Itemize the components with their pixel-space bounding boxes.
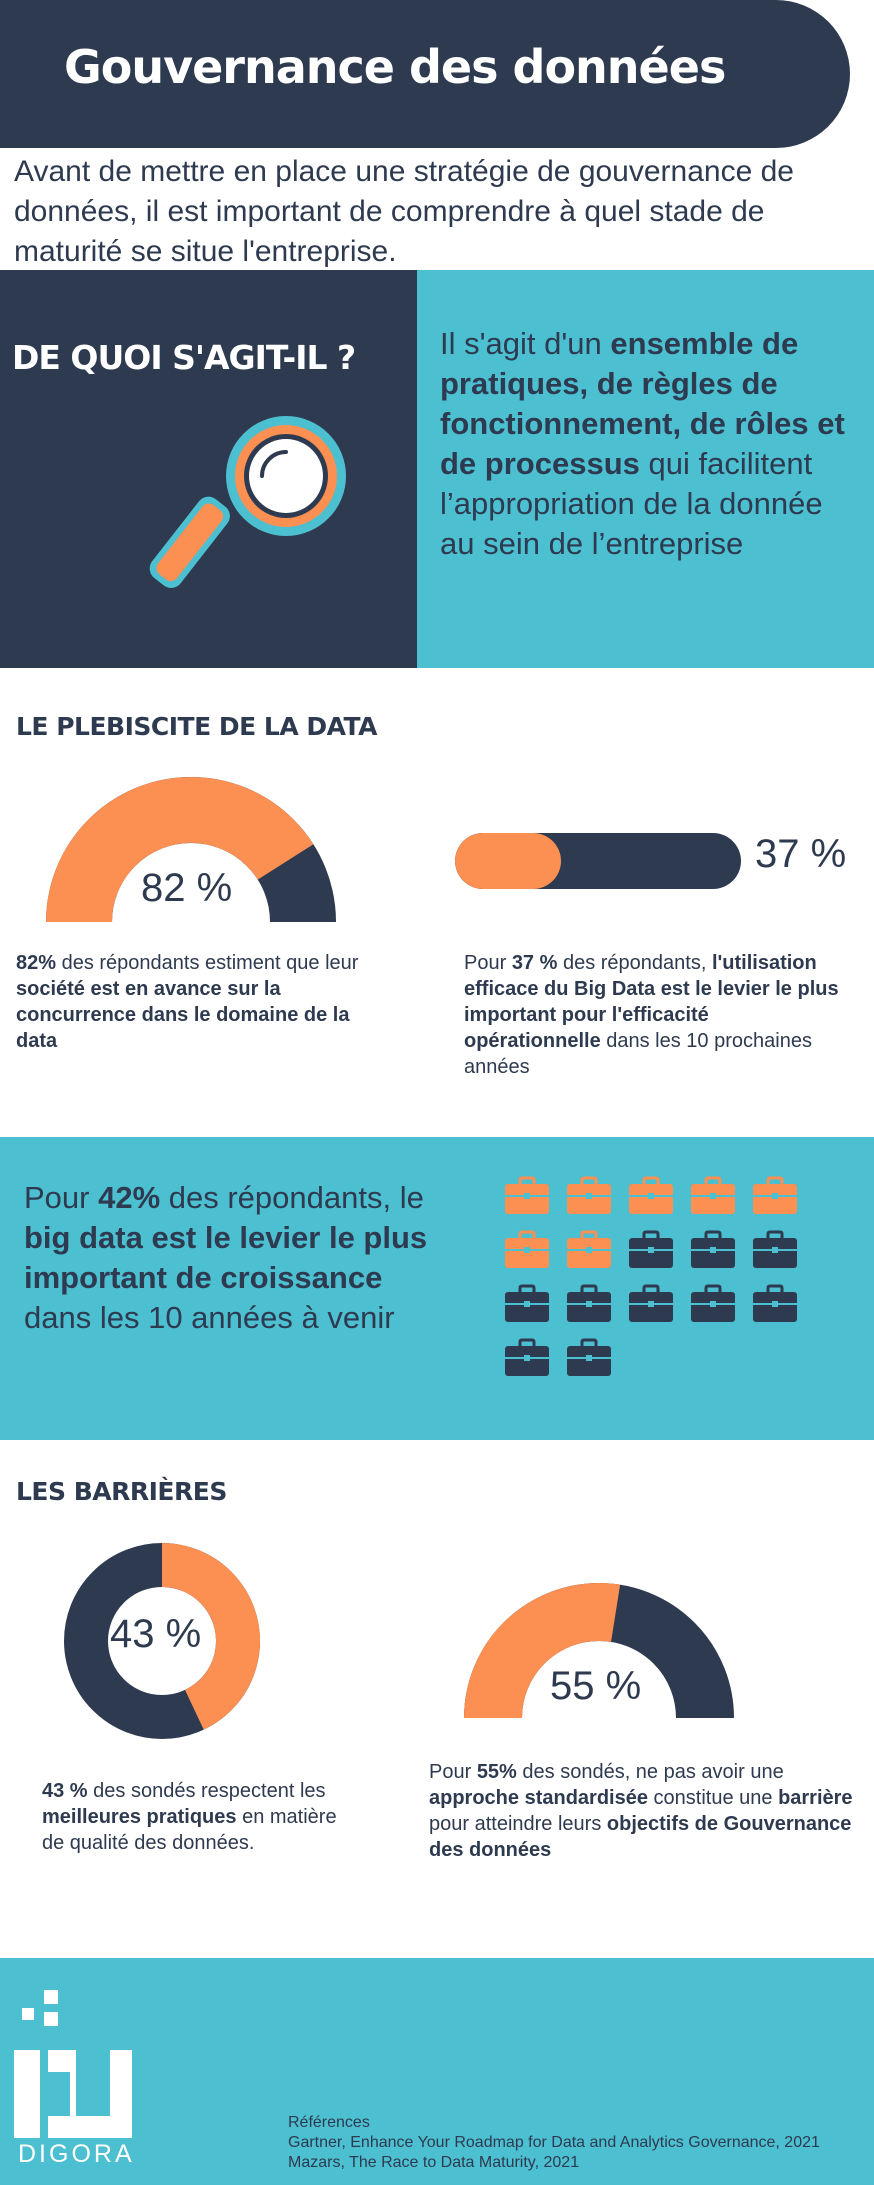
briefcase-icon: [567, 1284, 611, 1322]
briefcase-icon: [567, 1338, 611, 1376]
briefcase-icon: [753, 1284, 797, 1322]
briefcase-icon: [753, 1176, 797, 1214]
gauge-55-fill: [464, 1583, 621, 1718]
briefcase-icon: [505, 1284, 549, 1322]
intro-text: Avant de mettre en place une stratégie d…: [14, 155, 794, 268]
briefcase-icon: [753, 1230, 797, 1268]
gauge-55-text: Pour 55% des sondés, ne pas avoir une ap…: [429, 1761, 853, 1861]
magnifier-icon: [149, 416, 346, 588]
progress-bar-37-text: Pour 37 % des répondants, l'utilisation …: [464, 952, 839, 1078]
plebiscite-heading: LE PLEBISCITE DE LA DATA: [16, 712, 378, 741]
progress-bar-37: [455, 833, 741, 889]
briefcase-icon: [567, 1230, 611, 1268]
gauge-82: [46, 777, 336, 922]
briefcase-icon: [505, 1338, 549, 1376]
references: Références Gartner, Enhance Your Roadmap…: [288, 2113, 820, 2173]
definition-heading: DE QUOI S'AGIT-IL ?: [12, 338, 356, 377]
gauge-82-text: 82% des répondants estiment que leur soc…: [16, 952, 359, 1052]
briefcase-icon: [505, 1230, 549, 1268]
digora-logo: [14, 1990, 132, 2138]
donut-43-fill: [161, 1543, 260, 1730]
gauge-55: [464, 1583, 734, 1718]
gauge-82-fill: [46, 777, 314, 922]
definition-dark-panel: [0, 270, 417, 668]
definition-teal-panel: [417, 270, 874, 668]
progress-bar-37-fill: [455, 833, 561, 889]
gauge-82-label: 82 %: [141, 866, 233, 910]
gauge-55-label: 55 %: [550, 1664, 642, 1708]
briefcase-icon: [691, 1230, 735, 1268]
barriers-heading: LES BARRIÈRES: [16, 1477, 227, 1506]
donut-43: [64, 1543, 260, 1739]
briefcase-icon: [629, 1230, 673, 1268]
page-title: Gouvernance des données: [64, 40, 726, 94]
definition-text: Il s'agit d'un ensemble de pratiques, de…: [440, 326, 845, 561]
references-title: Références: [288, 2114, 370, 2131]
title-banner: Gouvernance des données: [0, 0, 850, 148]
reference-item: Mazars, The Race to Data Maturity, 2021: [288, 2154, 580, 2171]
briefcase-icon: [691, 1284, 735, 1322]
briefcase-icon: [691, 1176, 735, 1214]
briefcase-icon: [629, 1176, 673, 1214]
donut-43-text: 43 % des sondés respectent les meilleure…: [42, 1780, 337, 1854]
briefcase-grid: [504, 1176, 824, 1392]
reference-item: Gartner, Enhance Your Roadmap for Data a…: [288, 2134, 820, 2151]
briefcase-icon: [505, 1176, 549, 1214]
donut-43-label: 43 %: [110, 1612, 202, 1656]
logo-wordmark: DIGORA: [18, 2140, 135, 2168]
briefcase-icon: [567, 1176, 611, 1214]
footer-band: [0, 1958, 874, 2185]
briefcase-icon: [629, 1284, 673, 1322]
growth-text: Pour 42% des répondants, le big data est…: [24, 1180, 428, 1335]
progress-bar-37-label: 37 %: [755, 832, 847, 876]
